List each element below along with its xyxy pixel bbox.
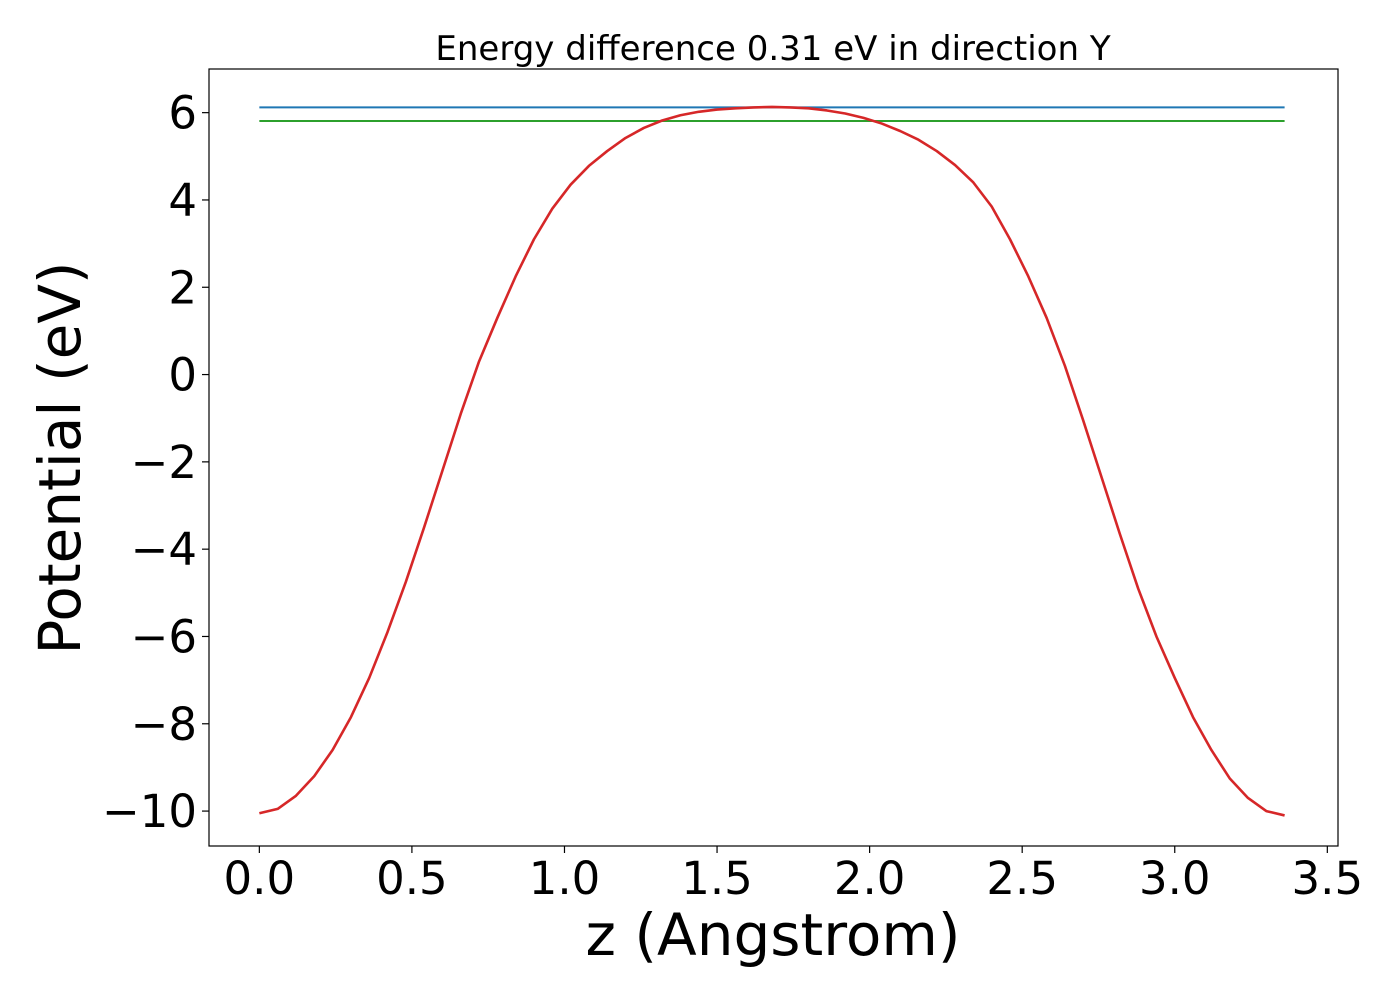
y-tick-label: 2 <box>168 261 197 314</box>
y-axis-label: Potential (eV) <box>26 261 94 654</box>
series-line-3 <box>259 105 1285 817</box>
x-tick-label: 3.5 <box>1292 852 1364 905</box>
x-tick-label: 2.5 <box>986 852 1058 905</box>
x-tick-label: 1.5 <box>681 852 753 905</box>
x-tick-label: 0.5 <box>376 852 448 905</box>
x-tick-label: 2.0 <box>834 852 906 905</box>
y-tick-label: 6 <box>168 87 197 140</box>
axes-frame <box>208 68 1339 847</box>
x-tick-label: 3.0 <box>1139 852 1211 905</box>
chart-title: Energy difference 0.31 eV in direction Y <box>435 29 1110 69</box>
x-axis: 0.0 0.5 1.0 1.5 2.0 2.5 3.0 3.5 <box>224 846 1364 905</box>
y-tick-label: 4 <box>168 174 197 227</box>
y-tick-label: −2 <box>131 436 197 489</box>
y-tick-label: −6 <box>131 610 197 663</box>
x-tick-label: 0.0 <box>224 852 296 905</box>
y-tick-label: −8 <box>131 698 197 751</box>
x-axis-label: z (Angstrom) <box>586 901 961 969</box>
plot-area <box>259 105 1285 817</box>
y-tick-label: −10 <box>102 785 197 838</box>
y-tick-label: 0 <box>168 349 197 402</box>
y-tick-label: −4 <box>131 523 197 576</box>
x-tick-label: 1.0 <box>529 852 601 905</box>
y-axis: 6 4 2 0 −2 −4 −6 −8 −10 <box>102 87 209 838</box>
